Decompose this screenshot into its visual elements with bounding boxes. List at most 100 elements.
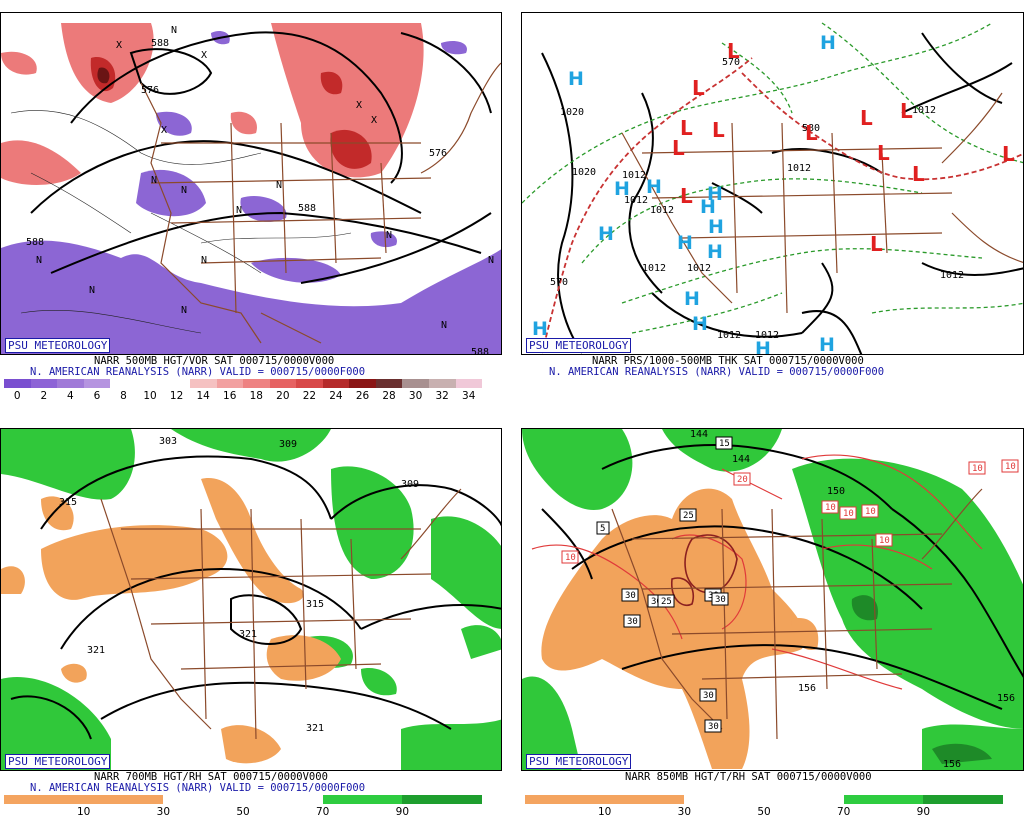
colorbar-segment <box>136 379 164 388</box>
colorbar-segment <box>163 795 244 804</box>
valid-time-line: N. AMERICAN REANALYSIS (NARR) VALID = 00… <box>30 366 366 378</box>
colorbar-tick-label: 50 <box>236 806 250 818</box>
high-pressure-marker: H <box>755 338 771 355</box>
temperature-box-label: 30 <box>623 614 641 628</box>
low-pressure-marker: L <box>680 184 693 208</box>
colorbar-tick-label: 70 <box>315 806 330 818</box>
temperature-box-label: 30 <box>621 588 639 602</box>
low-pressure-marker: L <box>712 118 725 142</box>
colorbar-tick-label: 90 <box>395 806 410 818</box>
colorbar-tick-label: 24 <box>329 390 343 402</box>
colorbar-segment <box>83 795 164 804</box>
map-700mb-graphic: 303 309 309 315 315 321 321 321 <box>1 429 501 770</box>
colorbar-segment <box>402 379 429 388</box>
chart-title-line: NARR 500MB HGT/VOR SAT 000715/0000V000 <box>94 355 335 367</box>
colorbar-segment <box>4 795 84 804</box>
colorbar-relative-humidity <box>525 795 1004 804</box>
svg-text:10: 10 <box>879 536 890 546</box>
colorbar-tick-label: 50 <box>757 806 771 818</box>
temperature-box-label: 10 <box>1001 459 1019 473</box>
contour-label: 144 <box>732 454 750 465</box>
colorbar-segment <box>243 379 270 388</box>
colorbar-segment <box>83 379 111 388</box>
pressure-label: 1012 <box>650 205 674 216</box>
colorbar-segment <box>296 379 323 388</box>
contour-label: 588 <box>298 203 316 214</box>
colorbar-segment <box>764 795 844 804</box>
temperature-box-label: 10 <box>861 504 879 518</box>
colorbar-segment <box>429 379 456 388</box>
n-marker: N <box>276 180 282 191</box>
low-pressure-marker: L <box>672 136 685 160</box>
n-marker: N <box>181 305 187 316</box>
low-pressure-marker: L <box>805 121 818 145</box>
low-pressure-marker: L <box>1002 142 1015 166</box>
pressure-label: 1012 <box>642 263 666 274</box>
colorbar-segment <box>4 379 31 388</box>
high-pressure-marker: H <box>568 68 584 90</box>
pressure-label: 1012 <box>622 170 646 181</box>
panel-850mb-temp-rh: 144 144 150 156 156 156 15 20 25 5 10 10… <box>521 416 1024 819</box>
chart-title-line: NARR 700MB HGT/RH SAT 000715/0000V000 <box>94 771 328 783</box>
temperature-box-label: 30 <box>711 592 729 606</box>
svg-text:20: 20 <box>737 475 748 485</box>
colorbar-tick-label: 2 <box>40 390 48 402</box>
contour-label: 588 <box>26 237 44 248</box>
low-pressure-marker: L <box>860 106 873 130</box>
map-850mb: 144 144 150 156 156 156 15 20 25 5 10 10… <box>521 428 1024 771</box>
contour-label: 144 <box>690 429 708 440</box>
svg-text:10: 10 <box>865 507 876 517</box>
colorbar-segment <box>322 379 350 388</box>
colorbar-segment <box>525 795 605 804</box>
high-pressure-marker: H <box>700 196 716 218</box>
colorbar-tick-label: 4 <box>67 390 74 402</box>
contour-label: 588 <box>471 347 489 355</box>
psu-meteorology-badge: PSU METEOROLOGY <box>526 338 632 353</box>
chart-title-line: NARR PRS/1000-500MB THK SAT 000715/0000V… <box>592 355 864 367</box>
contour-label: 315 <box>306 599 324 610</box>
temperature-box-label: 10 <box>561 550 579 564</box>
colorbar-segment <box>375 379 403 388</box>
colorbar-segment <box>243 795 323 804</box>
colorbar-tick-label: 70 <box>836 806 851 818</box>
colorbar-tick-label: 0 <box>13 390 21 402</box>
colorbar-tick-label: 90 <box>916 806 931 818</box>
high-pressure-marker: H <box>708 216 724 238</box>
high-pressure-marker: H <box>707 241 723 263</box>
thickness-label: 570 <box>550 277 568 288</box>
colorbar-tick-label: 6 <box>93 390 101 402</box>
contour-label: 576 <box>141 85 159 96</box>
pressure-label: 1012 <box>912 105 936 116</box>
n-marker: N <box>441 320 447 331</box>
pressure-label: 1012 <box>940 270 964 281</box>
n-marker: N <box>386 230 392 241</box>
temperature-box-label: 30 <box>704 719 722 733</box>
svg-text:25: 25 <box>683 511 694 521</box>
colorbar-segment <box>189 379 217 388</box>
svg-text:30: 30 <box>715 595 726 605</box>
colorbar-tick-label: 18 <box>249 390 263 402</box>
thickness-label: 570 <box>722 57 740 68</box>
n-marker: N <box>488 255 494 266</box>
low-pressure-marker: L <box>912 162 925 186</box>
panel-sea-level-pressure: 1020 1020 1012 1012 1012 1012 1012 1012 … <box>521 0 1024 405</box>
colorbar-segment <box>684 795 765 804</box>
colorbar-tick-label: 22 <box>302 390 317 402</box>
svg-text:10: 10 <box>843 509 854 519</box>
thickness-label: 580 <box>802 123 820 134</box>
colorbar-tick-label: 34 <box>462 390 476 402</box>
colorbar-vorticity <box>4 379 483 388</box>
colorbar-segment <box>269 379 297 388</box>
colorbar-segment <box>110 379 137 388</box>
chart-title-line: NARR 850MB HGT/T/RH SAT 000715/0000V000 <box>625 771 872 783</box>
contour-label: 321 <box>87 645 105 656</box>
colorbar-relative-humidity <box>4 795 483 804</box>
contour-label: 588 <box>151 38 169 49</box>
colorbar-segment <box>163 379 190 388</box>
svg-text:10: 10 <box>972 464 983 474</box>
temperature-box-label: 15 <box>715 436 733 450</box>
n-marker: N <box>181 185 187 196</box>
svg-text:10: 10 <box>1005 462 1016 472</box>
temperature-box-label: 10 <box>968 461 986 475</box>
x-marker: X <box>201 50 207 61</box>
